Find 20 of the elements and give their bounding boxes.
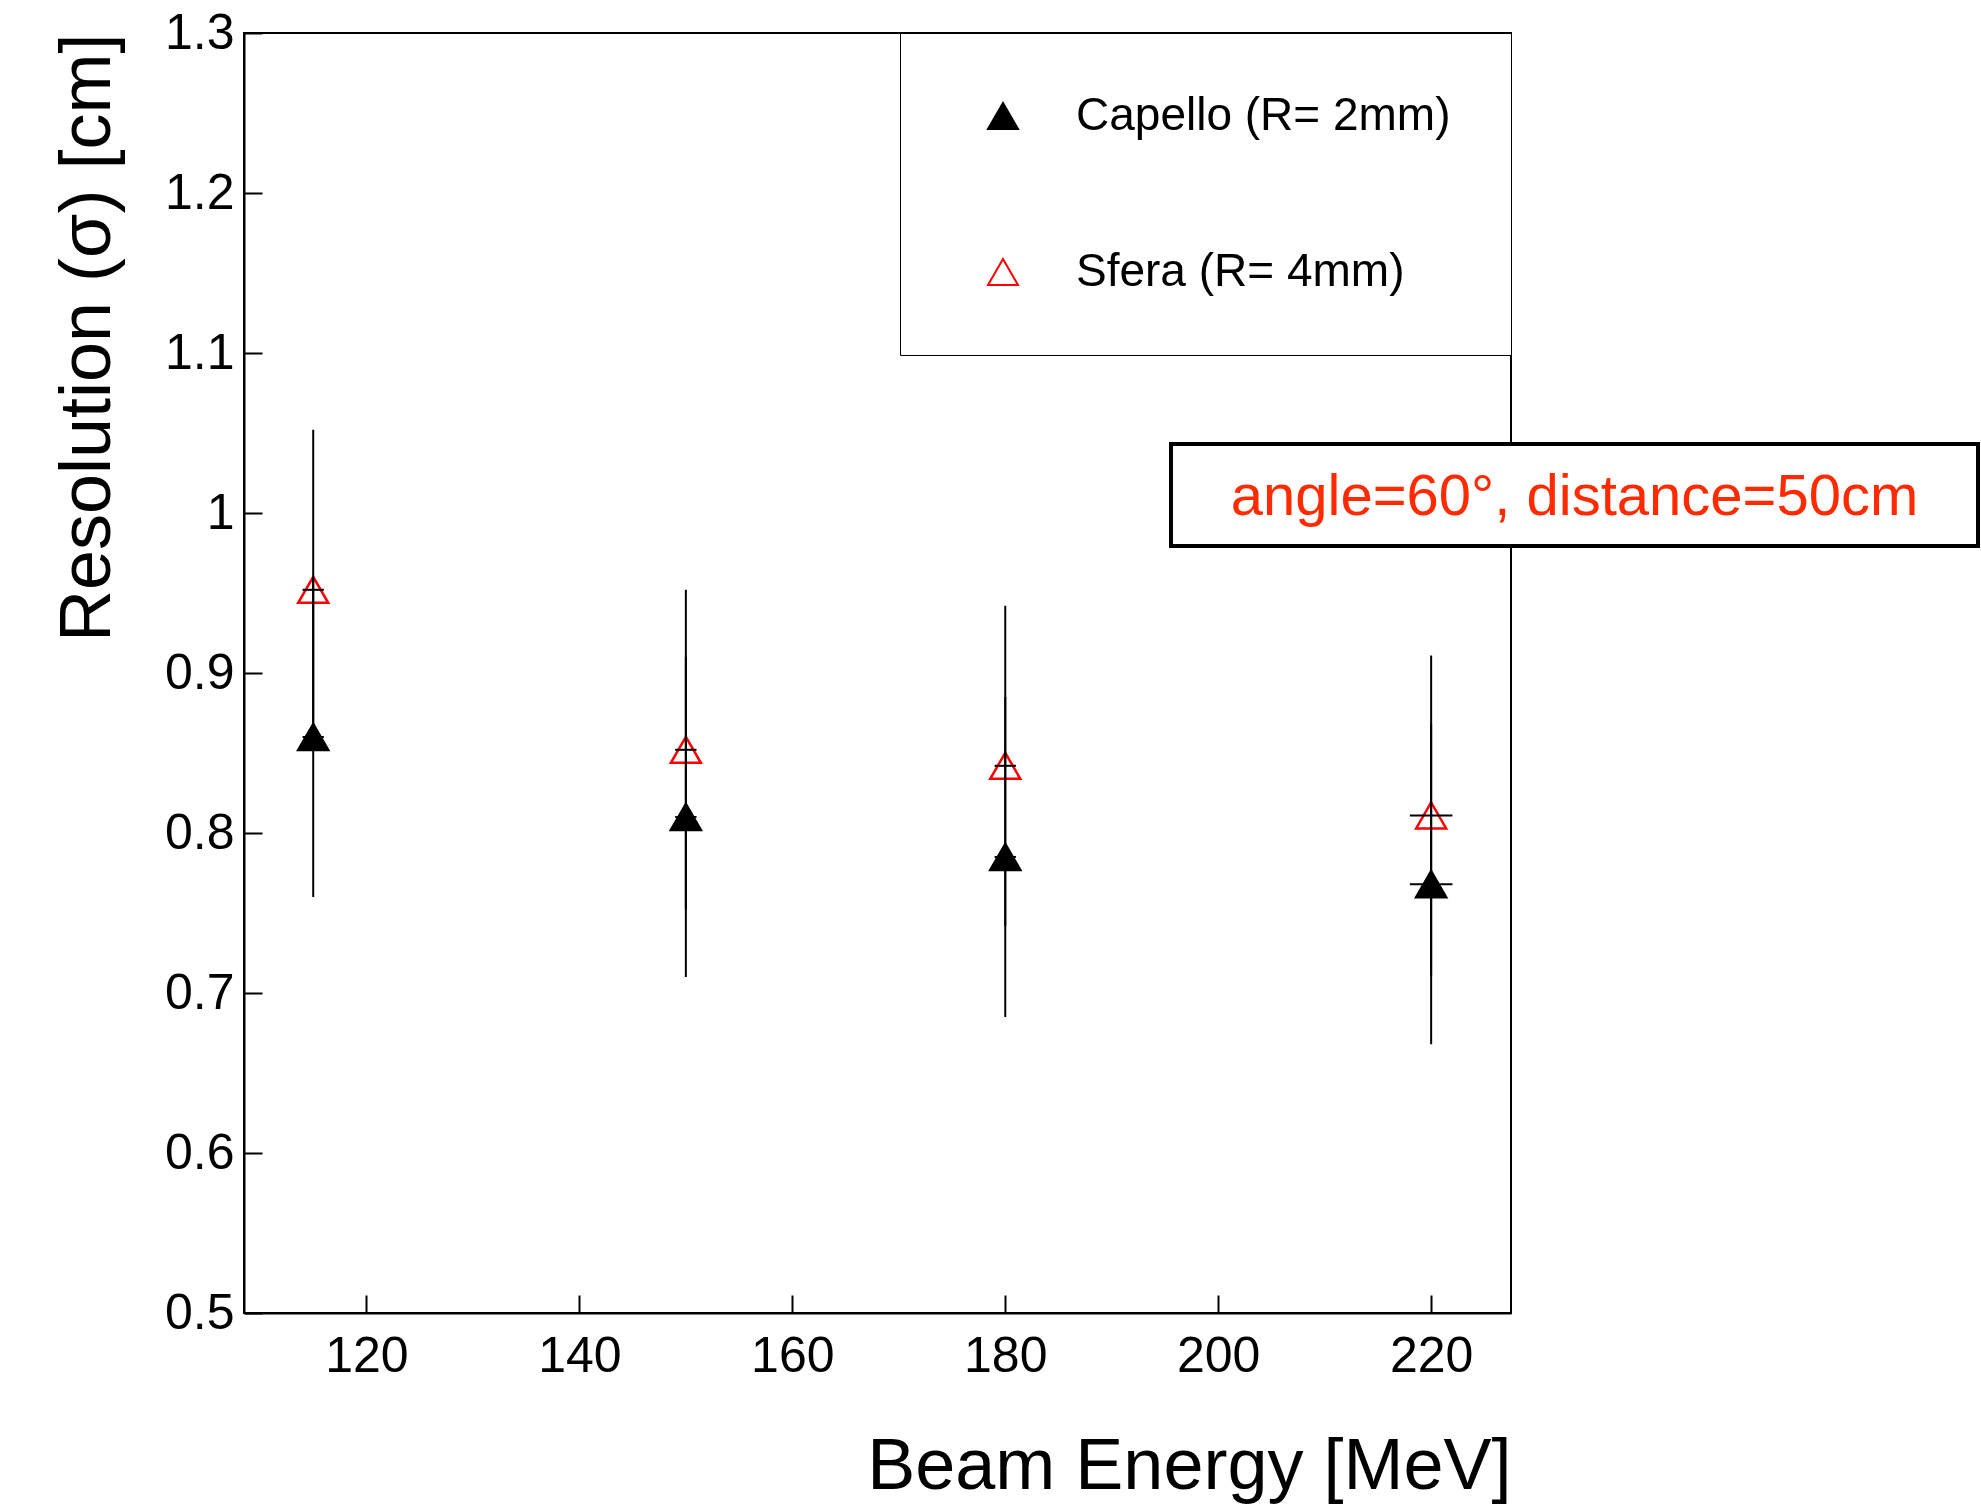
x-tick-label: 120: [325, 1326, 409, 1383]
y-tick-label: 1.2: [164, 163, 235, 220]
y-tick-label: 0.6: [164, 1123, 235, 1180]
y-axis-title: Resolution (σ) [cm]: [44, 33, 125, 643]
y-tick-label: 0.8: [164, 803, 235, 860]
x-tick-label: 160: [751, 1326, 835, 1383]
y-tick-label: 1.3: [164, 3, 235, 60]
legend-label: Sfera (R= 4mm): [1076, 244, 1405, 296]
annotation: angle=60°, distance=50cm: [1169, 442, 1980, 548]
x-tick-label: 180: [964, 1326, 1048, 1383]
x-axis-title: Beam Energy [MeV]: [867, 1423, 1512, 1504]
y-tick-label: 1: [206, 483, 235, 540]
x-tick-label: 220: [1389, 1326, 1474, 1383]
y-tick-label: 0.5: [164, 1283, 235, 1340]
x-tick-label: 200: [1176, 1326, 1261, 1383]
y-tick-label: 1.1: [164, 323, 235, 380]
x-tick-label: 140: [538, 1326, 622, 1383]
legend-label: Capello (R= 2mm): [1076, 88, 1451, 140]
y-tick-label: 0.7: [164, 963, 235, 1020]
y-tick-label: 0.9: [164, 643, 235, 700]
